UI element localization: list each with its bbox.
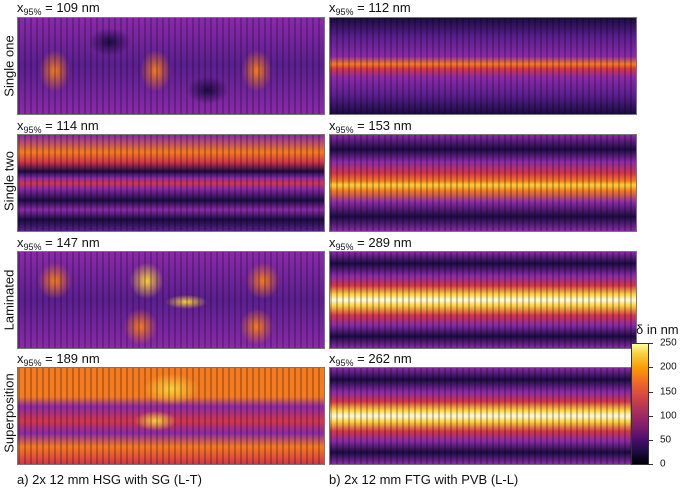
colorbar-tick-200: 200	[660, 361, 677, 373]
x95-label-b1: x95% = 112 nm	[329, 0, 411, 17]
heatmap-b3	[329, 251, 637, 349]
colorbar-tick-100: 100	[660, 410, 677, 422]
caption-b: b) 2x 12 mm FTG with PVB (L-L)	[329, 472, 519, 487]
x95-label-b4: x95% = 262 nm	[329, 351, 412, 368]
x95-label-a1: x95% = 109 nm	[17, 0, 100, 17]
heatmap-b1	[329, 17, 637, 115]
row-label-single-one: Single one	[1, 35, 17, 97]
heatmap-a3	[17, 251, 325, 349]
row-label-single-two: Single two	[1, 151, 17, 211]
x95-label-a4: x95% = 189 nm	[17, 351, 100, 368]
heatmap-a2	[17, 134, 325, 232]
colorbar-title: δ in nm	[636, 322, 679, 337]
row-label-superposition: Superposition	[1, 373, 17, 453]
heatmap-a1	[17, 17, 325, 115]
x95-label-b2: x95% = 153 nm	[329, 118, 412, 135]
colorbar-tick-50: 50	[660, 434, 672, 446]
colorbar-tick-150: 150	[660, 386, 677, 398]
colorbar	[631, 343, 649, 465]
heatmap-b4	[329, 367, 637, 465]
row-label-laminated: Laminated	[1, 269, 17, 331]
x95-label-a2: x95% = 114 nm	[17, 118, 99, 135]
x95-label-b3: x95% = 289 nm	[329, 235, 412, 252]
colorbar-tick-250: 250	[660, 337, 677, 349]
heatmap-b2	[329, 134, 637, 232]
heatmap-a4	[17, 367, 325, 465]
caption-a: a) 2x 12 mm HSG with SG (L-T)	[17, 472, 202, 487]
colorbar-tick-0: 0	[660, 458, 666, 470]
x95-label-a3: x95% = 147 nm	[17, 235, 100, 252]
